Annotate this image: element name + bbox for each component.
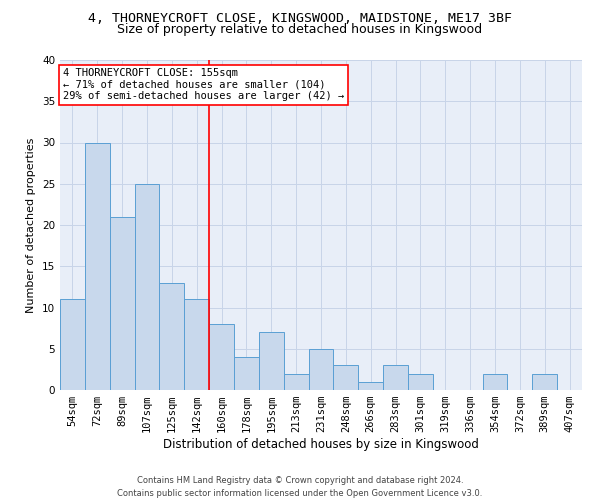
Text: Contains HM Land Registry data © Crown copyright and database right 2024.
Contai: Contains HM Land Registry data © Crown c… — [118, 476, 482, 498]
Bar — [160, 283, 184, 390]
Bar — [358, 382, 383, 390]
Y-axis label: Number of detached properties: Number of detached properties — [26, 138, 37, 312]
Bar — [532, 374, 557, 390]
Bar — [184, 299, 209, 390]
Bar — [383, 365, 408, 390]
Bar — [60, 299, 85, 390]
Bar — [134, 184, 160, 390]
Bar — [234, 357, 259, 390]
X-axis label: Distribution of detached houses by size in Kingswood: Distribution of detached houses by size … — [163, 438, 479, 451]
Bar — [308, 349, 334, 390]
Text: 4, THORNEYCROFT CLOSE, KINGSWOOD, MAIDSTONE, ME17 3BF: 4, THORNEYCROFT CLOSE, KINGSWOOD, MAIDST… — [88, 12, 512, 26]
Text: 4 THORNEYCROFT CLOSE: 155sqm
← 71% of detached houses are smaller (104)
29% of s: 4 THORNEYCROFT CLOSE: 155sqm ← 71% of de… — [62, 68, 344, 102]
Bar — [284, 374, 308, 390]
Bar — [334, 365, 358, 390]
Bar — [110, 217, 134, 390]
Bar — [85, 142, 110, 390]
Bar — [259, 332, 284, 390]
Bar — [408, 374, 433, 390]
Bar — [209, 324, 234, 390]
Bar — [482, 374, 508, 390]
Text: Size of property relative to detached houses in Kingswood: Size of property relative to detached ho… — [118, 22, 482, 36]
